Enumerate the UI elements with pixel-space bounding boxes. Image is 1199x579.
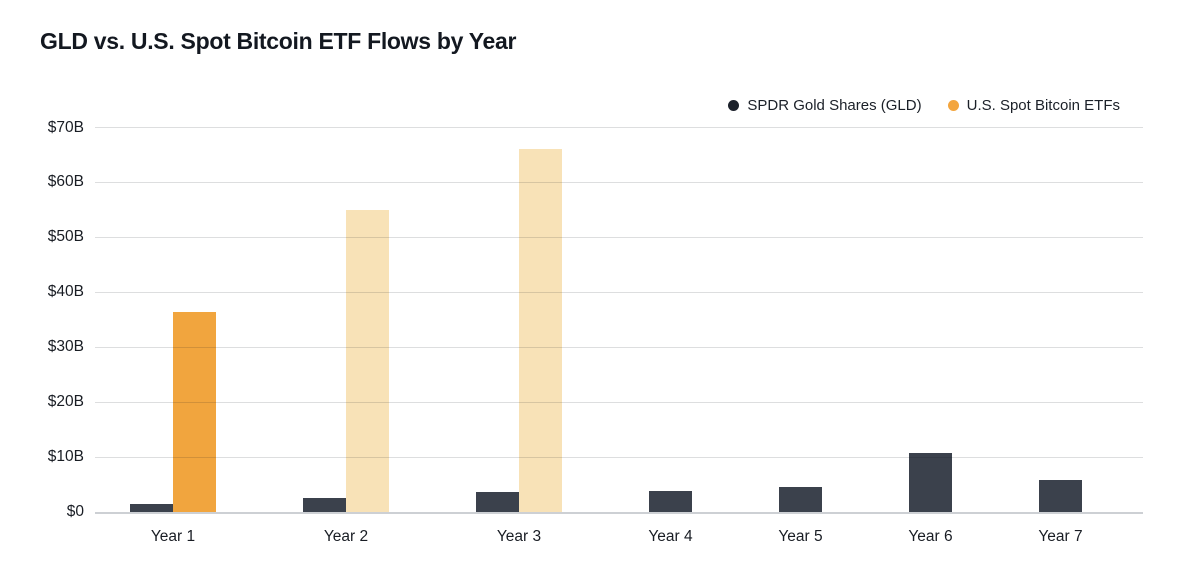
legend-item-gld[interactable]: SPDR Gold Shares (GLD) [728, 97, 922, 114]
chart-legend: SPDR Gold Shares (GLD) U.S. Spot Bitcoin… [728, 97, 1120, 114]
y-axis-label-0: $0 [66, 503, 84, 520]
legend-label-btc: U.S. Spot Bitcoin ETFs [966, 97, 1120, 114]
legend-label-gld: SPDR Gold Shares (GLD) [747, 97, 922, 114]
bar-gld-year-2[interactable] [303, 498, 346, 512]
bar-gld-year-4[interactable] [649, 490, 692, 512]
x-axis-label-year-5: Year 5 [778, 528, 823, 545]
x-axis-label-year-1: Year 1 [150, 528, 196, 545]
y-axis-label-20b: $20B [47, 393, 84, 411]
y-gridline-70b [95, 127, 1143, 128]
bar-gld-year-6[interactable] [909, 452, 952, 512]
y-axis-label-30b: $30B [47, 338, 84, 356]
bar-gld-year-5[interactable] [779, 487, 822, 512]
y-gridline-50b [95, 236, 1143, 238]
legend-marker-gld-icon [728, 100, 740, 111]
x-axis-label-year-2: Year 2 [323, 528, 369, 545]
y-axis-label-40b: $40B [47, 283, 84, 301]
chart-title: GLD vs. U.S. Spot Bitcoin ETF Flows by Y… [40, 28, 517, 54]
legend-marker-btc-icon [947, 100, 959, 111]
y-axis-label-50b: $50B [47, 228, 84, 246]
x-axis-label-year-3: Year 3 [496, 528, 542, 545]
bar-gld-year-3[interactable] [476, 492, 519, 512]
y-axis-label-60b: $60B [47, 173, 84, 191]
legend-item-btc[interactable]: U.S. Spot Bitcoin ETFs [947, 97, 1120, 114]
y-gridline-10b [95, 456, 1143, 458]
y-gridline-30b [95, 346, 1143, 348]
x-axis-label-year-6: Year 6 [908, 528, 953, 545]
x-axis-label-year-4: Year 4 [648, 528, 693, 545]
x-axis-baseline [95, 512, 1143, 514]
y-gridline-20b [95, 401, 1143, 403]
y-axis-label-10b: $10B [47, 448, 84, 466]
bar-gld-year-1[interactable] [130, 504, 173, 512]
bar-btc-year-1[interactable] [173, 311, 216, 512]
bar-btc-year-2[interactable] [346, 209, 389, 512]
bar-btc-year-3[interactable] [519, 149, 562, 512]
bar-gld-year-7[interactable] [1039, 480, 1082, 512]
y-gridline-40b [95, 291, 1143, 293]
y-axis-label-70b: $70B [47, 118, 84, 136]
y-gridline-60b [95, 181, 1143, 183]
x-axis-label-year-7: Year 7 [1038, 528, 1083, 545]
